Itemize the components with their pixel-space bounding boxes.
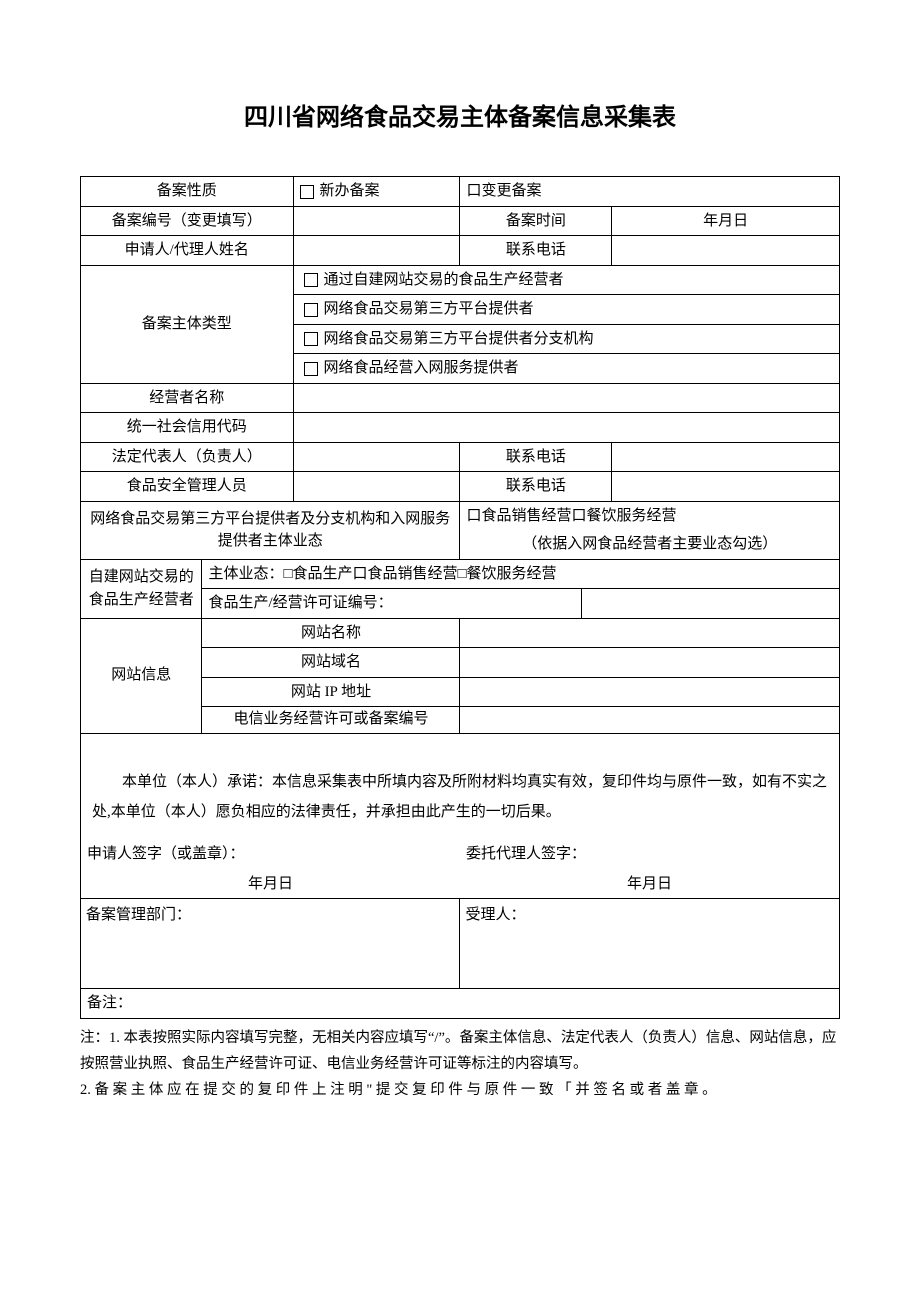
page-title: 四川省网络食品交易主体备案信息采集表 [80, 100, 840, 136]
signature-applicant-date[interactable]: 年月日 [81, 870, 460, 899]
row-filing-time-label: 备案时间 [460, 206, 612, 236]
row-safety-mgr-phone-label: 联系电话 [460, 472, 612, 502]
row-applicant-phone-value[interactable] [612, 236, 840, 266]
row-platform-type-label: 网络食品交易第三方平台提供者及分支机构和入网服务提供者主体业态 [81, 502, 460, 560]
row-website-domain-label: 网站域名 [202, 648, 460, 678]
checkbox-icon[interactable] [304, 362, 318, 376]
entity-type-opt4[interactable]: 网络食品经营入网服务提供者 [293, 354, 839, 384]
row-website-name-label: 网站名称 [202, 618, 460, 648]
row-website-telecom-label: 电信业务经营许可或备案编号 [202, 707, 460, 734]
signature-agent-label: 委托代理人签字： [460, 840, 840, 870]
checkbox-icon[interactable] [304, 273, 318, 287]
checkbox-icon[interactable] [304, 332, 318, 346]
row-entity-type-label: 备案主体类型 [81, 265, 294, 383]
row-uscc-value[interactable] [293, 413, 839, 443]
row-selfsite-license-label: 食品生产/经营许可证编号： [202, 589, 581, 619]
row-legal-rep-label: 法定代表人（负责人） [81, 442, 294, 472]
entity-type-opt1[interactable]: 通过自建网站交易的食品生产经营者 [293, 265, 839, 295]
row-safety-mgr-phone-value[interactable] [612, 472, 840, 502]
checkbox-icon[interactable] [304, 303, 318, 317]
row-platform-type-note: （依据入网食品经营者主要业态勾选） [460, 530, 840, 559]
entity-type-opt2[interactable]: 网络食品交易第三方平台提供者 [293, 295, 839, 325]
row-selfsite-biztype[interactable]: 主体业态：□食品生产口食品销售经营□餐饮服务经营 [202, 559, 840, 589]
row-operator-name-value[interactable] [293, 383, 839, 413]
row-filing-nature-opt2[interactable]: 口变更备案 [460, 177, 840, 207]
signature-agent-date[interactable]: 年月日 [460, 870, 840, 899]
row-filing-time-value[interactable]: 年月日 [612, 206, 840, 236]
filing-department-label: 备案管理部门： [81, 899, 460, 989]
entity-type-opt3[interactable]: 网络食品交易第三方平台提供者分支机构 [293, 324, 839, 354]
row-website-ip-value[interactable] [460, 677, 840, 707]
remarks-label[interactable]: 备注： [81, 989, 840, 1019]
row-selfsite-license-value[interactable] [581, 589, 839, 619]
row-applicant-phone-label: 联系电话 [460, 236, 612, 266]
row-safety-mgr-label: 食品安全管理人员 [81, 472, 294, 502]
row-filing-nature-label: 备案性质 [81, 177, 294, 207]
main-form-table: 备案性质 新办备案 口变更备案 备案编号（变更填写） 备案时间 年月日 申请人/… [80, 176, 840, 502]
row-selfsite-label: 自建网站交易的食品生产经营者 [81, 559, 202, 618]
row-website-label: 网站信息 [81, 618, 202, 733]
receiver-label: 受理人： [460, 899, 840, 989]
row-applicant-label: 申请人/代理人姓名 [81, 236, 294, 266]
footnote-1: 注：1. 本表按照实际内容填写完整，无相关内容应填写“/”。备案主体信息、法定代… [80, 1025, 840, 1077]
row-platform-type-opt[interactable]: 口食品销售经营口餐饮服务经营 [460, 502, 840, 531]
signature-applicant-label: 申请人签字（或盖章）： [81, 840, 460, 870]
mid-section-table: 网络食品交易第三方平台提供者及分支机构和入网服务提供者主体业态 口食品销售经营口… [80, 502, 840, 1019]
row-operator-name-label: 经营者名称 [81, 383, 294, 413]
row-website-name-value[interactable] [460, 618, 840, 648]
row-website-ip-label: 网站 IP 地址 [202, 677, 460, 707]
row-applicant-value[interactable] [293, 236, 460, 266]
declaration-text: 本单位（本人）承诺：本信息采集表中所填内容及所附材料均真实有效，复印件均与原件一… [92, 767, 828, 827]
row-filing-nature-opt1[interactable]: 新办备案 [293, 177, 460, 207]
row-uscc-label: 统一社会信用代码 [81, 413, 294, 443]
row-legal-rep-phone-value[interactable] [612, 442, 840, 472]
row-website-domain-value[interactable] [460, 648, 840, 678]
row-legal-rep-phone-label: 联系电话 [460, 442, 612, 472]
row-website-telecom-value[interactable] [460, 707, 840, 734]
row-safety-mgr-value[interactable] [293, 472, 460, 502]
footnote-2: 2. 备 案 主 体 应 在 提 交 的 复 印 件 上 注 明 " 提 交 复… [80, 1077, 840, 1103]
row-filing-no-value[interactable] [293, 206, 460, 236]
checkbox-new-filing-icon[interactable] [300, 185, 314, 199]
row-filing-no-label: 备案编号（变更填写） [81, 206, 294, 236]
row-legal-rep-value[interactable] [293, 442, 460, 472]
